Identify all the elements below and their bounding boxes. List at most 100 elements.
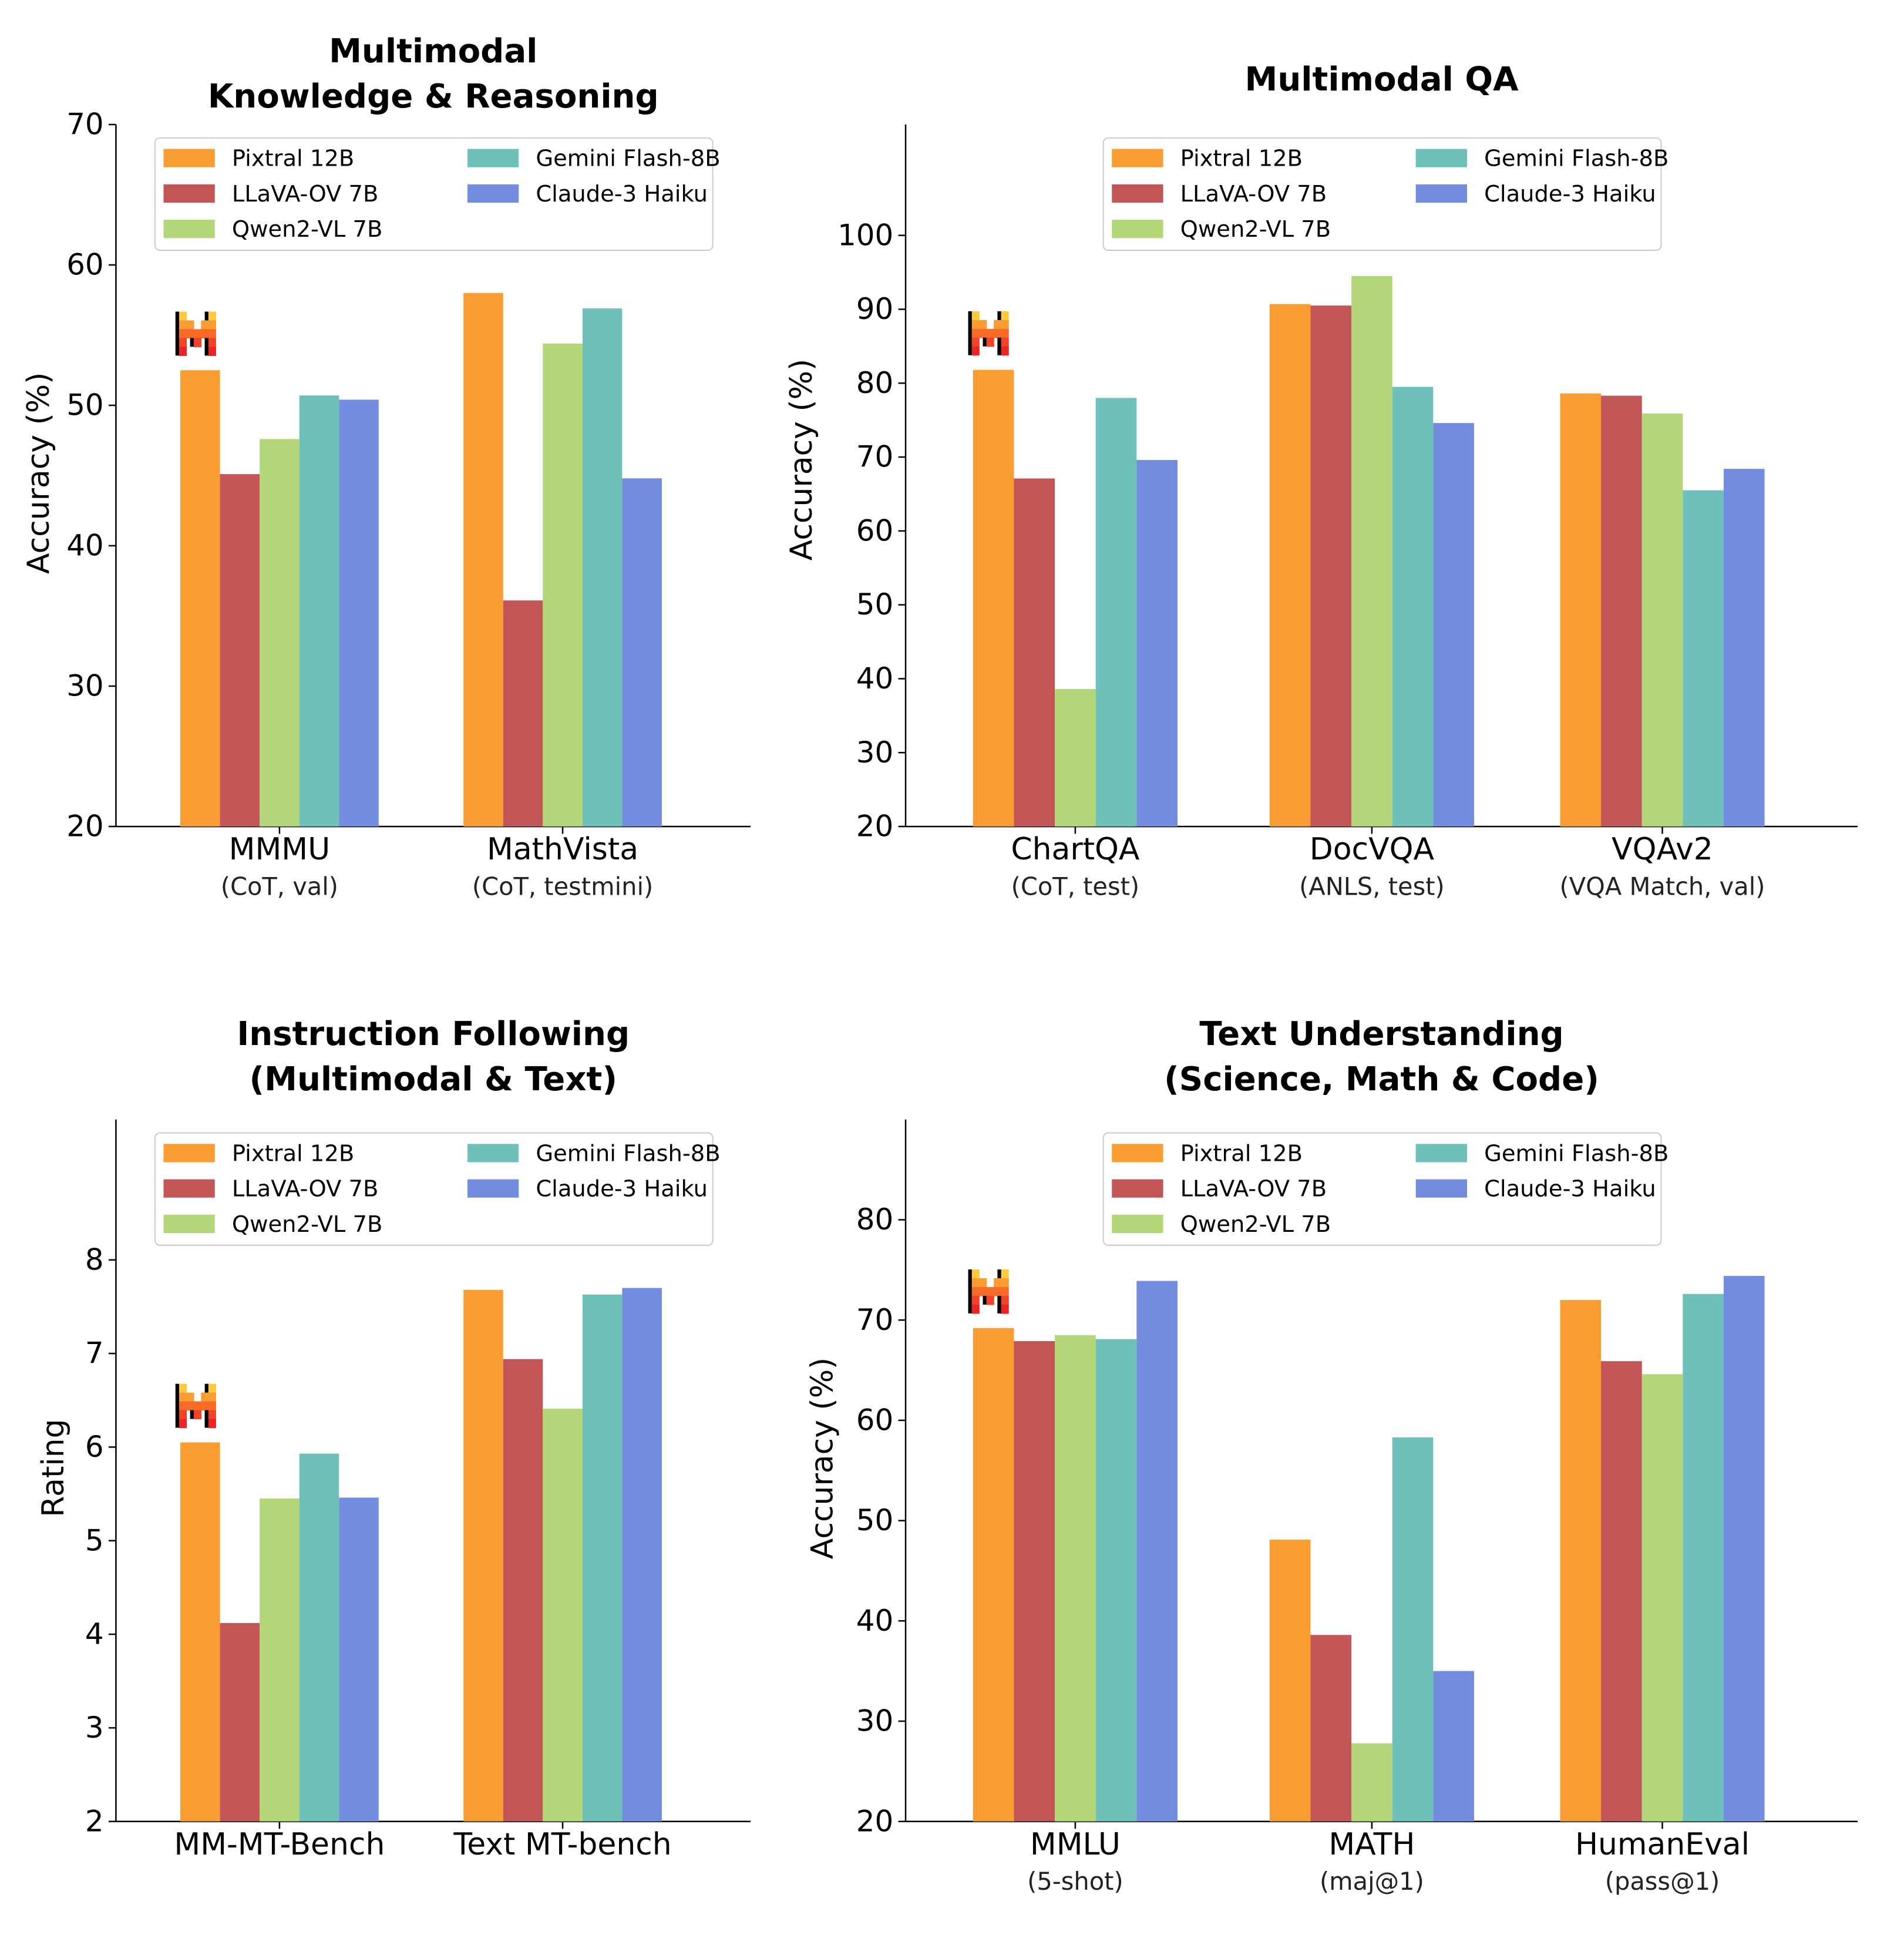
legend-item: Claude-3 Haiku [467, 1176, 708, 1202]
bar-llava-ov-7b-vqav2 [1601, 395, 1642, 827]
legend-item: Gemini Flash-8B [467, 146, 721, 172]
bar-claude-3-haiku-docvqa [1433, 423, 1474, 827]
legend-item: Claude-3 Haiku [1415, 181, 1656, 207]
bar-pixtral-12b-mmmu [180, 370, 220, 827]
y-tick-label: 20 [856, 1804, 893, 1838]
bar-qwen2-vl-7b-vqav2 [1641, 413, 1683, 827]
legend-swatch [1112, 1144, 1163, 1163]
legend-swatch [467, 1144, 519, 1163]
legend-item: LLaVA-OV 7B [1112, 181, 1327, 207]
x-tick-label: VQAv2 [1612, 832, 1713, 867]
bar-gemini-flash-8b-mathvista [582, 308, 623, 827]
legend-swatch [1415, 1144, 1468, 1163]
x-tick-label: ChartQA [1011, 832, 1140, 867]
y-tick-label: 7 [85, 1336, 104, 1370]
legend-label: LLaVA-OV 7B [232, 181, 379, 207]
chart-title: (Multimodal & Text) [249, 1060, 617, 1098]
legend-label: LLaVA-OV 7B [232, 1176, 379, 1202]
bar-claude-3-haiku-mmlu [1136, 1281, 1178, 1822]
y-tick-label: 60 [856, 1403, 893, 1437]
y-axis-label: Accuracy (%) [784, 359, 819, 561]
bar-claude-3-haiku-humaneval [1723, 1276, 1765, 1822]
chart-title: Multimodal [329, 32, 537, 70]
bar-pixtral-12b-mm-mt-bench [180, 1442, 220, 1822]
x-tick-sublabel: (CoT, val) [221, 872, 338, 901]
chart-panel-1: Multimodal Knowledge & Reasoning 20 30 40 50 6… [21, 32, 751, 901]
y-tick-label: 4 [85, 1617, 104, 1651]
bar-gemini-flash-8b-mmmu [299, 395, 339, 827]
bar-gemini-flash-8b-mm-mt-bench [299, 1453, 339, 1822]
bar-llava-ov-7b-mmmu [220, 474, 260, 827]
legend-swatch [1112, 1179, 1163, 1198]
y-tick-label: 70 [856, 1303, 893, 1337]
y-axis-label: Rating [36, 1419, 71, 1517]
y-tick-label: 2 [85, 1804, 104, 1838]
y-tick-label: 100 [837, 218, 893, 252]
legend-item: Claude-3 Haiku [1415, 1176, 1656, 1202]
legend-item: Gemini Flash-8B [1415, 1140, 1668, 1167]
legend-item: Qwen2-VL 7B [163, 216, 382, 243]
legend-item: LLaVA-OV 7B [163, 1176, 378, 1202]
x-tick-sublabel: (CoT, test) [1011, 872, 1139, 901]
bar-pixtral-12b-vqav2 [1560, 393, 1602, 827]
legend-item: LLaVA-OV 7B [1112, 1176, 1327, 1202]
bar-pixtral-12b-text-mt-bench [463, 1289, 503, 1822]
bar-claude-3-haiku-mm-mt-bench [339, 1497, 379, 1822]
legend-label: Gemini Flash-8B [536, 146, 720, 172]
legend-label: Pixtral 12B [1180, 1140, 1303, 1167]
legend-label: Pixtral 12B [232, 1140, 354, 1167]
bar-qwen2-vl-7b-text-mt-bench [543, 1409, 583, 1822]
bar-llava-ov-7b-mathvista [503, 600, 543, 827]
legend-swatch [467, 149, 519, 167]
x-tick-sublabel: (VQA Match, val) [1560, 872, 1765, 901]
legend-item: Gemini Flash-8B [1415, 146, 1668, 172]
y-axis-label: Accuracy (%) [21, 372, 56, 575]
legend-item: LLaVA-OV 7B [163, 181, 378, 207]
bar-qwen2-vl-7b-mmlu [1055, 1335, 1096, 1822]
bar-claude-3-haiku-text-mt-bench [622, 1288, 662, 1822]
bar-llava-ov-7b-text-mt-bench [503, 1359, 543, 1822]
x-tick-label: MM-MT-Bench [174, 1827, 385, 1862]
legend-label: Gemini Flash-8B [1484, 1140, 1668, 1167]
legend-swatch [1112, 220, 1163, 238]
legend-swatch [163, 1179, 215, 1198]
bar-pixtral-12b-mmlu [973, 1328, 1014, 1822]
legend-item: Pixtral 12B [1112, 1140, 1303, 1167]
legend-item: Gemini Flash-8B [467, 1140, 721, 1167]
x-tick-sublabel: (pass@1) [1605, 1867, 1720, 1896]
y-tick-label: 6 [85, 1430, 104, 1464]
bar-llava-ov-7b-math [1310, 1635, 1352, 1822]
bar-gemini-flash-8b-text-mt-bench [582, 1294, 623, 1822]
legend-label: LLaVA-OV 7B [1180, 181, 1327, 207]
legend-item: Claude-3 Haiku [467, 181, 708, 207]
legend-label: Qwen2-VL 7B [232, 216, 383, 243]
bar-pixtral-12b-math [1269, 1540, 1311, 1822]
y-tick-label: 50 [856, 1503, 893, 1537]
chart-panel-3: Instruction Following (Multimodal & Text)… [36, 1015, 751, 1862]
bar-qwen2-vl-7b-mathvista [543, 343, 583, 827]
legend-box [1102, 1132, 1662, 1246]
legend-item: Pixtral 12B [1112, 146, 1303, 172]
bar-gemini-flash-8b-mmlu [1095, 1339, 1137, 1822]
y-tick-label: 20 [856, 809, 893, 844]
x-tick-label: MMLU [1030, 1827, 1121, 1862]
bar-llava-ov-7b-mm-mt-bench [220, 1622, 260, 1822]
chart-title: (Science, Math & Code) [1164, 1060, 1599, 1098]
y-tick-label: 30 [66, 669, 103, 703]
legend-label: Pixtral 12B [232, 146, 354, 172]
legend-swatch [1112, 184, 1163, 203]
bar-qwen2-vl-7b-docvqa [1351, 276, 1392, 827]
x-tick-sublabel: (CoT, testmini) [472, 872, 653, 901]
legend-item: Qwen2-VL 7B [1112, 1211, 1331, 1238]
x-tick-label: Text MT-bench [453, 1827, 671, 1862]
legend-label: Claude-3 Haiku [1484, 181, 1656, 207]
legend-swatch [163, 1214, 215, 1234]
bar-gemini-flash-8b-vqav2 [1683, 490, 1724, 827]
bar-gemini-flash-8b-chartqa [1095, 398, 1137, 827]
y-tick-label: 70 [66, 108, 103, 142]
legend-item: Pixtral 12B [163, 1140, 354, 1167]
y-tick-label: 40 [856, 661, 893, 696]
x-tick-label: HumanEval [1575, 1827, 1750, 1862]
y-tick-label: 70 [856, 440, 893, 474]
legend-swatch [163, 220, 215, 238]
